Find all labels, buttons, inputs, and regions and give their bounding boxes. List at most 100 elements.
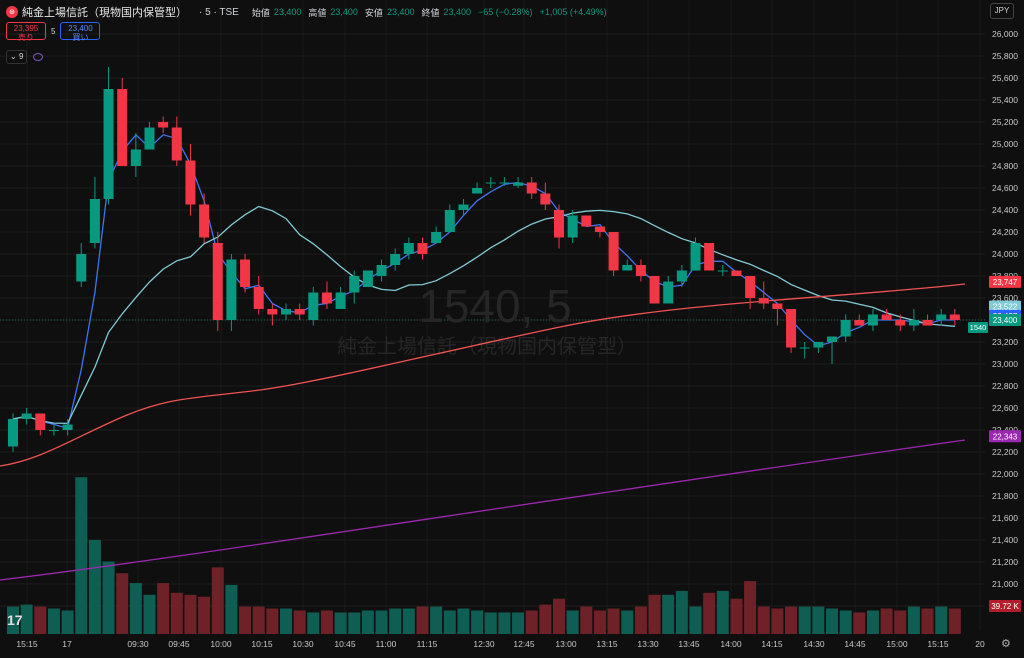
volume-bar — [61, 610, 74, 634]
candle-body — [745, 276, 756, 298]
volume-bar — [907, 606, 920, 634]
volume-bar — [730, 598, 743, 634]
candle-body — [226, 259, 237, 320]
candle — [185, 144, 196, 216]
candle-body — [526, 182, 537, 194]
symbol-name[interactable]: 純金上場信託（現物国内保管型） — [22, 7, 187, 19]
price-label-bg — [989, 300, 1021, 313]
volume-bar — [116, 573, 129, 634]
volume-bar — [88, 539, 101, 634]
indicator-toggle[interactable]: ⌄ 9 — [6, 50, 28, 64]
time-tick-label: 09:30 — [127, 639, 149, 649]
candle-body — [608, 232, 619, 271]
candle-body — [335, 292, 346, 309]
candle-body — [431, 232, 442, 243]
buy-button[interactable]: 23,400 買い — [60, 22, 101, 42]
candle — [485, 177, 496, 188]
volume-bar — [553, 598, 565, 634]
candle-body — [294, 309, 305, 315]
candle-body — [936, 314, 947, 320]
volume-bar — [143, 594, 156, 634]
candle — [594, 226, 605, 238]
gear-icon[interactable]: ⚙ — [1001, 638, 1011, 650]
candle — [867, 309, 878, 331]
candle — [472, 182, 483, 194]
interval-exchange[interactable]: · 5 · TSE — [199, 6, 239, 18]
volume-bar — [170, 592, 183, 634]
candle-body — [362, 270, 373, 287]
currency-selector[interactable]: JPY — [990, 3, 1014, 19]
candle — [540, 182, 551, 210]
candle-body — [649, 276, 660, 304]
trade-panel: 23,395 売り 5 23,400 買い — [6, 22, 101, 42]
volume-bar — [894, 610, 907, 634]
volume-bar — [129, 583, 142, 634]
candle-body — [171, 127, 182, 161]
volume-bar — [7, 606, 19, 634]
candle — [35, 413, 46, 436]
price-tick-label: 21,200 — [992, 557, 1018, 567]
price-label: 23,400 — [989, 314, 1021, 326]
candle-body — [89, 199, 100, 243]
volume-bar — [75, 477, 88, 634]
eye-icon[interactable] — [33, 53, 44, 61]
candle-body — [704, 243, 715, 271]
volume-bar — [266, 608, 279, 634]
volume-bar — [771, 608, 784, 634]
candle-body — [867, 314, 878, 326]
candle — [676, 265, 687, 287]
time-tick-label: 14:00 — [720, 639, 742, 649]
time-tick-label: 11:00 — [376, 639, 397, 649]
volume-bar — [34, 606, 47, 634]
volume-bar — [198, 596, 211, 634]
volume-bar — [798, 606, 811, 634]
countdown-label: 1540 — [968, 322, 988, 333]
candle — [321, 281, 332, 309]
candle — [554, 204, 564, 249]
price-label-bg — [989, 275, 1021, 288]
candle — [526, 177, 537, 199]
candle — [881, 309, 892, 320]
volume-bar — [102, 561, 115, 634]
volume-bar — [703, 592, 716, 634]
volume-bars — [7, 477, 961, 634]
candle-body — [308, 292, 319, 320]
candle-body — [281, 309, 291, 315]
volume-bar — [853, 612, 866, 634]
high-label: 高値 — [308, 7, 327, 18]
tradingview-logo-icon[interactable]: 17 — [7, 612, 23, 628]
candle — [895, 314, 906, 331]
candle-body — [472, 188, 483, 194]
price-label-text: 23,522 — [993, 303, 1018, 312]
volume-bar — [211, 567, 224, 634]
candle — [431, 226, 442, 243]
price-tick-label: 24,400 — [992, 205, 1018, 215]
indicator-row: ⌄ 9 — [6, 50, 44, 64]
candle — [622, 259, 633, 271]
price-tick-label: 21,800 — [992, 491, 1018, 501]
candle-body — [485, 182, 496, 184]
volume-bar — [47, 608, 60, 634]
candle — [103, 67, 114, 205]
candle-body — [267, 309, 278, 315]
volume-change-value: +1,005 (+4.49%) — [539, 7, 607, 17]
candle — [772, 303, 783, 326]
buy-price: 23,400 — [68, 24, 93, 33]
volume-bar — [607, 608, 620, 634]
price-tick-label: 24,800 — [992, 161, 1018, 171]
candle — [649, 276, 660, 304]
candle — [922, 314, 933, 326]
low-value: 23,400 — [386, 7, 415, 17]
sell-button[interactable]: 23,395 売り — [6, 22, 46, 42]
price-label-text: 23,400 — [993, 316, 1018, 325]
time-axis[interactable]: 15:15 17 09:30 09:45 10:00 10:15 10:30 10:45 11:… — [16, 639, 985, 649]
price-label: 22,343 — [989, 430, 1021, 443]
volume-bar — [866, 610, 879, 634]
candle — [294, 303, 305, 320]
candle-body — [772, 303, 783, 309]
candle — [731, 270, 742, 276]
candle — [171, 116, 182, 166]
